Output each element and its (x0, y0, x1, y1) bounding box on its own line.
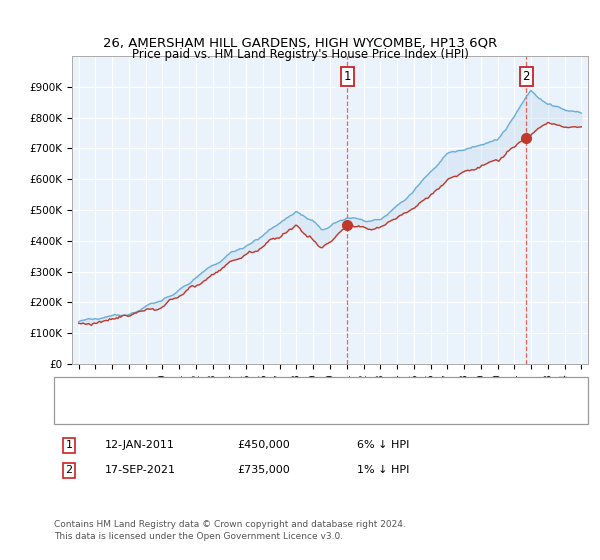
Text: Price paid vs. HM Land Registry's House Price Index (HPI): Price paid vs. HM Land Registry's House … (131, 48, 469, 60)
Text: ——: —— (60, 384, 77, 398)
Text: Contains HM Land Registry data © Crown copyright and database right 2024.
This d: Contains HM Land Registry data © Crown c… (54, 520, 406, 541)
Text: 26, AMERSHAM HILL GARDENS, HIGH WYCOMBE, HP13 6QR: 26, AMERSHAM HILL GARDENS, HIGH WYCOMBE,… (103, 36, 497, 49)
Text: 1: 1 (65, 440, 73, 450)
Text: 26, AMERSHAM HILL GARDENS, HIGH WYCOMBE, HP13 6QR (detached house): 26, AMERSHAM HILL GARDENS, HIGH WYCOMBE,… (93, 385, 474, 395)
Text: £450,000: £450,000 (237, 440, 290, 450)
Text: HPI: Average price, detached house, Buckinghamshire: HPI: Average price, detached house, Buck… (93, 406, 359, 416)
Text: 6% ↓ HPI: 6% ↓ HPI (357, 440, 409, 450)
Text: 1% ↓ HPI: 1% ↓ HPI (357, 465, 409, 475)
Text: 2: 2 (65, 465, 73, 475)
Text: £735,000: £735,000 (237, 465, 290, 475)
Text: 17-SEP-2021: 17-SEP-2021 (105, 465, 176, 475)
Text: 2: 2 (523, 70, 530, 83)
Text: 1: 1 (344, 70, 351, 83)
Text: ——: —— (60, 404, 77, 418)
Text: 12-JAN-2011: 12-JAN-2011 (105, 440, 175, 450)
